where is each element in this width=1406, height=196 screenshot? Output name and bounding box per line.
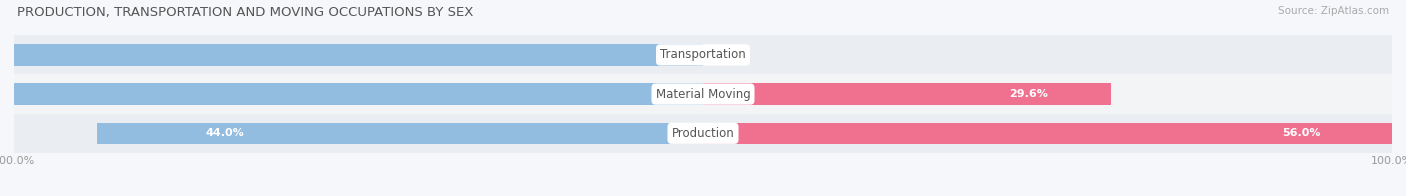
Text: Material Moving: Material Moving xyxy=(655,88,751,101)
Text: PRODUCTION, TRANSPORTATION AND MOVING OCCUPATIONS BY SEX: PRODUCTION, TRANSPORTATION AND MOVING OC… xyxy=(17,6,474,19)
Text: Production: Production xyxy=(672,127,734,140)
Text: 0.0%: 0.0% xyxy=(710,50,741,60)
Text: 56.0%: 56.0% xyxy=(1282,128,1320,138)
Text: Source: ZipAtlas.com: Source: ZipAtlas.com xyxy=(1278,6,1389,16)
Text: 29.6%: 29.6% xyxy=(1010,89,1047,99)
Bar xyxy=(97,122,703,144)
Text: 44.0%: 44.0% xyxy=(205,128,245,138)
Bar xyxy=(703,122,1406,144)
Text: Transportation: Transportation xyxy=(661,48,745,61)
Bar xyxy=(14,114,1392,153)
Bar xyxy=(14,35,1392,74)
Bar xyxy=(0,44,703,66)
Bar xyxy=(703,83,1111,105)
Bar xyxy=(14,74,1392,114)
Bar xyxy=(0,83,703,105)
